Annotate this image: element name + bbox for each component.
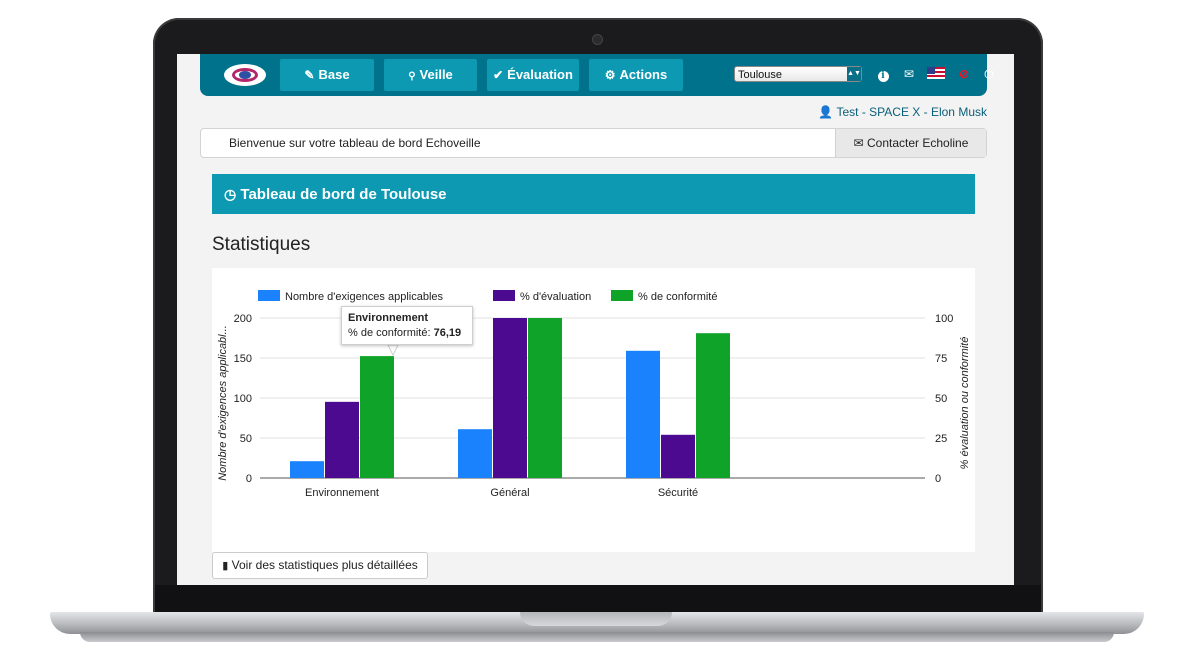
tooltip-label: % de conformité: <box>348 327 431 339</box>
tooltip-category: Environnement <box>348 312 429 324</box>
tag-icon: ✎ <box>304 68 315 82</box>
power-icon[interactable]: ⏻ <box>984 67 994 81</box>
y-tick-right: 0 <box>935 473 941 485</box>
us-flag-icon[interactable] <box>927 67 945 79</box>
welcome-bar: Bienvenue sur votre tableau de bord Echo… <box>200 128 987 158</box>
dashboard-title: Tableau de bord de Toulouse <box>240 186 447 203</box>
city-select-value: Toulouse <box>738 69 783 81</box>
block-icon[interactable]: ⊘ <box>958 67 970 81</box>
dashboard-gauge-icon: ◷ <box>224 186 237 202</box>
tooltip-pointer <box>387 344 399 357</box>
nav-veille-button[interactable]: ⚲ Veille <box>384 59 477 91</box>
bar-2 <box>325 401 359 478</box>
tooltip-value: 76,19 <box>433 327 462 339</box>
nav-evaluation-button[interactable]: ✔ Évaluation <box>487 59 579 91</box>
legend-label: % de conformité <box>638 291 717 303</box>
detailed-stats-button[interactable]: ▮ Voir des statistiques plus détaillées <box>212 552 428 579</box>
nav-evaluation-label: Évaluation <box>507 67 573 82</box>
info-icon[interactable]: i <box>875 66 891 82</box>
contact-label: Contacter Echoline <box>867 136 969 150</box>
select-arrows-icon: ▲▼ <box>847 67 861 81</box>
screen: ✎ Base ⚲ Veille ✔ Évaluation ⚙ Actions Toulo… <box>177 54 1014 585</box>
detailed-stats-label: Voir des statistiques plus détaillées <box>231 558 418 572</box>
x-tick-label: Sécurité <box>658 487 698 499</box>
y-tick-right: 75 <box>935 353 947 365</box>
nav-base-button[interactable]: ✎ Base <box>280 59 374 91</box>
legend-label: % d'évaluation <box>520 291 591 303</box>
legend-label: Nombre d'exigences applicables <box>285 291 444 303</box>
bar-3 <box>360 356 394 478</box>
y-tick-left: 50 <box>240 433 252 445</box>
user-icon: 👤 <box>818 105 834 119</box>
camera-icon <box>592 34 603 45</box>
y-tick-left: 100 <box>234 393 252 405</box>
bar-1 <box>458 429 492 478</box>
statistics-chart: 0 50 100 150 200 0 25 50 75 100 Nombre d'exigences… <box>212 268 975 552</box>
nav-actions-label: Actions <box>619 67 668 82</box>
legend-swatch <box>258 290 280 301</box>
bar-1 <box>626 350 660 478</box>
y-axis-label-right: % évaluation ou conformité <box>959 337 971 470</box>
envelope-icon: ✉ <box>853 136 864 150</box>
contact-echoline-button[interactable]: ✉ Contacter Echoline <box>835 129 986 157</box>
y-tick-left: 200 <box>234 313 252 325</box>
nav-actions-button[interactable]: ⚙ Actions <box>589 59 683 91</box>
bar-2 <box>661 434 695 478</box>
bar-2 <box>493 318 527 478</box>
chart-tooltip: Environnement % de conformité: 76,19 <box>341 306 473 345</box>
nav-veille-label: Veille <box>419 67 453 82</box>
legend-swatch <box>493 290 515 301</box>
city-select[interactable]: Toulouse ▲▼ <box>734 66 862 82</box>
user-label: Test - SPACE X - Elon Musk <box>836 105 988 119</box>
echoveille-logo[interactable] <box>224 64 266 86</box>
y-axis-label-left: Nombre d'exigences applicabl... <box>217 325 229 481</box>
bar-3 <box>696 333 730 478</box>
bar-3 <box>528 318 562 478</box>
dashboard-header: ◷ Tableau de bord de Toulouse <box>212 174 975 214</box>
nav-base-label: Base <box>318 67 350 82</box>
laptop-chin <box>155 585 1041 615</box>
check-icon: ✔ <box>493 68 504 82</box>
x-tick-label: Général <box>490 487 529 499</box>
laptop-notch <box>520 612 672 626</box>
y-tick-left: 0 <box>246 473 252 485</box>
bar-1 <box>290 461 324 478</box>
search-icon: ⚲ <box>408 71 416 82</box>
y-tick-right: 100 <box>935 313 953 325</box>
welcome-text: Bienvenue sur votre tableau de bord Echo… <box>229 136 481 150</box>
mail-icon[interactable]: ✉ <box>903 67 915 81</box>
legend-swatch <box>611 290 633 301</box>
bar-chart-icon: ▮ <box>222 560 229 572</box>
chart-svg: 0 50 100 150 200 0 25 50 75 100 Nombre d'exigences… <box>217 290 971 499</box>
user-info[interactable]: 👤 Test - SPACE X - Elon Musk <box>818 105 987 119</box>
x-tick-label: Environnement <box>305 487 379 499</box>
top-navigation-bar: ✎ Base ⚲ Veille ✔ Évaluation ⚙ Actions Toulo… <box>200 54 994 96</box>
y-tick-right: 50 <box>935 393 947 405</box>
gears-icon: ⚙ <box>604 68 616 82</box>
y-tick-left: 150 <box>234 353 252 365</box>
y-tick-right: 25 <box>935 433 947 445</box>
section-title: Statistiques <box>212 234 311 255</box>
laptop-base-bottom <box>80 632 1114 642</box>
